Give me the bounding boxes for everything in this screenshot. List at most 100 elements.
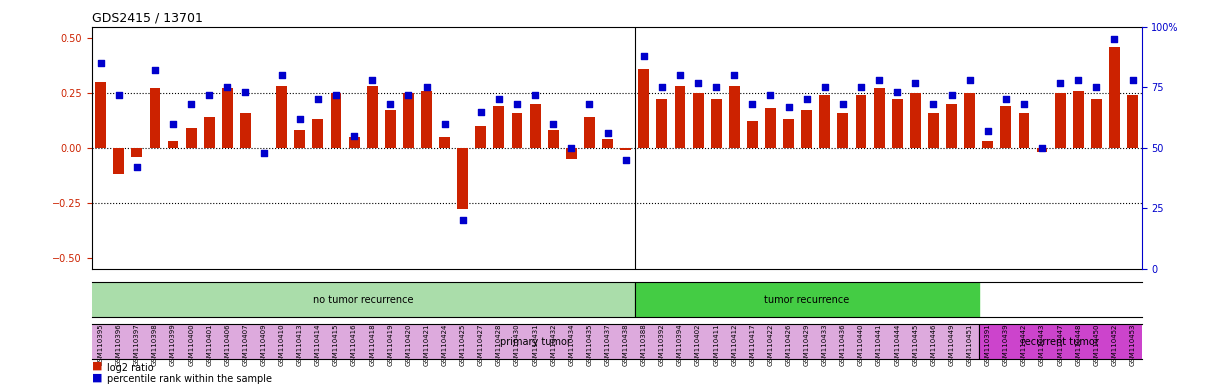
- Bar: [639, 69, 650, 148]
- Bar: [331, 93, 342, 148]
- Point: [398, 91, 418, 98]
- Point: [291, 116, 310, 122]
- Point: [1087, 84, 1106, 91]
- Bar: [92, 282, 635, 317]
- Point: [507, 101, 526, 108]
- Text: log2 ratio: log2 ratio: [107, 363, 154, 373]
- Point: [127, 164, 147, 170]
- Bar: [1018, 113, 1029, 148]
- Point: [182, 101, 201, 108]
- Point: [1105, 36, 1125, 42]
- Point: [978, 128, 998, 134]
- Text: primary tumor: primary tumor: [499, 337, 570, 347]
- Point: [615, 157, 635, 163]
- Bar: [530, 104, 541, 148]
- Point: [816, 84, 835, 91]
- Point: [562, 145, 581, 151]
- Bar: [475, 126, 486, 148]
- Point: [941, 91, 961, 98]
- Bar: [891, 99, 902, 148]
- Bar: [1037, 148, 1048, 152]
- Point: [580, 101, 600, 108]
- Point: [797, 96, 817, 103]
- Point: [888, 89, 907, 95]
- Bar: [95, 82, 106, 148]
- Bar: [149, 88, 160, 148]
- Bar: [385, 111, 396, 148]
- Bar: [493, 106, 504, 148]
- Point: [363, 77, 382, 83]
- Point: [652, 84, 672, 91]
- Bar: [946, 104, 957, 148]
- Point: [1123, 77, 1143, 83]
- Bar: [114, 148, 125, 174]
- Text: ■: ■: [92, 372, 103, 382]
- Point: [344, 133, 364, 139]
- Bar: [167, 141, 178, 148]
- Point: [742, 101, 762, 108]
- Bar: [692, 93, 703, 148]
- Bar: [366, 86, 377, 148]
- Point: [525, 91, 545, 98]
- Point: [236, 89, 255, 95]
- Bar: [186, 128, 197, 148]
- Bar: [294, 130, 305, 148]
- Bar: [512, 113, 523, 148]
- Bar: [565, 148, 576, 159]
- Bar: [1109, 47, 1120, 148]
- Point: [326, 91, 346, 98]
- Text: recurrent tumor: recurrent tumor: [1021, 337, 1099, 347]
- Text: percentile rank within the sample: percentile rank within the sample: [107, 374, 272, 384]
- Point: [109, 91, 128, 98]
- Point: [906, 79, 926, 86]
- Point: [1032, 145, 1051, 151]
- Bar: [132, 148, 143, 157]
- Text: GDS2415 / 13701: GDS2415 / 13701: [92, 11, 203, 24]
- Point: [779, 104, 799, 110]
- Point: [416, 84, 436, 91]
- Point: [634, 53, 653, 59]
- Text: ■: ■: [92, 361, 103, 371]
- Point: [598, 130, 618, 136]
- Point: [1050, 79, 1070, 86]
- Bar: [856, 95, 867, 148]
- Point: [217, 84, 237, 91]
- Bar: [620, 148, 631, 150]
- Bar: [602, 139, 613, 148]
- Bar: [584, 117, 595, 148]
- Bar: [657, 99, 668, 148]
- Bar: [747, 121, 758, 148]
- Bar: [241, 113, 250, 148]
- Point: [435, 121, 454, 127]
- Point: [272, 72, 292, 78]
- Bar: [801, 111, 812, 148]
- Bar: [711, 99, 722, 148]
- Bar: [1055, 93, 1066, 148]
- Bar: [313, 119, 324, 148]
- Point: [164, 121, 183, 127]
- Bar: [403, 93, 414, 148]
- Bar: [729, 86, 740, 148]
- Bar: [458, 148, 468, 209]
- Bar: [674, 86, 685, 148]
- Text: tumor recurrence: tumor recurrence: [764, 295, 850, 305]
- Point: [761, 91, 780, 98]
- Bar: [979, 324, 1142, 359]
- Bar: [819, 95, 830, 148]
- Point: [869, 77, 889, 83]
- Bar: [440, 137, 451, 148]
- Bar: [1090, 99, 1101, 148]
- Bar: [874, 88, 884, 148]
- Point: [689, 79, 708, 86]
- Point: [145, 67, 165, 73]
- Point: [308, 96, 327, 103]
- Point: [670, 72, 690, 78]
- Bar: [983, 141, 993, 148]
- Bar: [783, 119, 794, 148]
- Bar: [965, 93, 976, 148]
- Bar: [92, 324, 979, 359]
- Point: [490, 96, 509, 103]
- Bar: [1000, 106, 1011, 148]
- Bar: [928, 113, 939, 148]
- Bar: [222, 88, 233, 148]
